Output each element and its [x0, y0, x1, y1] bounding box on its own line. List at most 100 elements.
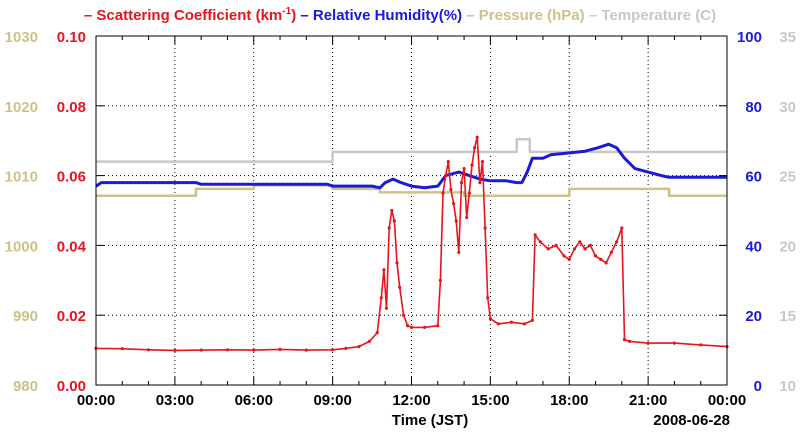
legend-label-scattering: Scattering Coefficient (km [96, 7, 282, 24]
pressure-axis-label: 1020 [5, 99, 38, 116]
scattering-point [478, 181, 482, 185]
rh-axis-label: 40 [745, 238, 762, 255]
x-tick-label: 15:00 [471, 392, 509, 409]
legend-swatch-pressure: – [462, 7, 479, 24]
scattering-axis-label: 0.04 [57, 238, 87, 255]
legend: – Scattering Coefficient (km-1) – Relati… [84, 6, 716, 24]
scattering-point [620, 226, 624, 230]
scattering-point [387, 226, 391, 230]
scattering-point [173, 348, 177, 352]
scattering-point [483, 226, 487, 230]
pressure-axis-label: 990 [13, 308, 38, 325]
legend-label-rh: Relative Humidity(%) [313, 7, 462, 24]
temperature-axis-label: 35 [779, 29, 796, 46]
grid [96, 36, 727, 385]
scattering-point [486, 296, 490, 300]
x-tick-label: 06:00 [235, 392, 273, 409]
scattering-point [523, 322, 527, 326]
series-line-temperature [96, 138, 727, 163]
x-tick-label: 00:00 [708, 392, 746, 409]
scattering-point [457, 250, 461, 254]
scattering-axis-label: 0.02 [57, 308, 86, 325]
scattering-point [567, 257, 571, 261]
scattering-point [375, 331, 379, 335]
scattering-point [225, 348, 230, 352]
scattering-axis-label: 0.08 [57, 99, 86, 116]
scattering-point [459, 181, 464, 185]
scattering-point [147, 348, 151, 352]
scattering-point [496, 322, 500, 326]
scattering-point [252, 348, 256, 352]
series-line-scattering [95, 136, 728, 352]
scattering-point [382, 268, 386, 272]
axes: 00:00 03:00 06:00 09:00 12:00 15:00 18:00 21:00… [5, 29, 796, 409]
x-tick-label: 09:00 [313, 392, 351, 409]
pressure-axis-label: 980 [13, 378, 38, 395]
scattering-point [454, 219, 458, 223]
x-tick-label: 00:00 [77, 392, 115, 409]
scattering-point [462, 167, 466, 171]
scattering-point [622, 338, 627, 342]
x-tick-label: 18:00 [550, 392, 588, 409]
scattering-point [475, 135, 479, 139]
scattering-point [395, 261, 399, 265]
series-layer [94, 135, 729, 352]
legend-text: – Scattering Coefficient (km-1) – Relati… [84, 6, 716, 24]
scattering-point [628, 339, 632, 343]
scattering-point [578, 240, 582, 244]
scattering-point [509, 320, 513, 324]
scattering-point [304, 348, 308, 352]
scattering-point [436, 324, 440, 328]
legend-swatch-scattering: – [84, 7, 97, 24]
scattering-point [672, 341, 677, 345]
scattering-point [199, 348, 203, 352]
scattering-axis-label: 0.00 [57, 378, 86, 395]
scattering-point [384, 306, 389, 310]
series-line-rh [95, 142, 727, 190]
temperature-axis-label: 15 [779, 308, 796, 325]
scattering-point [379, 296, 383, 300]
scattering-point [390, 208, 394, 213]
scattering-point [449, 188, 453, 192]
rh-axis-label: 100 [737, 29, 762, 46]
scattering-point [452, 201, 456, 206]
scattering-point [438, 278, 442, 282]
legend-swatch-temperature: – [585, 7, 602, 24]
pressure-axis-label: 1030 [5, 29, 38, 46]
scattering-point [467, 191, 471, 195]
rh-axis-label: 60 [745, 169, 762, 186]
x-tick-label: 12:00 [392, 392, 430, 409]
scattering-point [583, 247, 587, 251]
legend-label-tail: ) [291, 7, 296, 24]
scattering-point [470, 163, 474, 167]
scattering-point [465, 215, 469, 220]
scattering-point [441, 191, 445, 195]
scattering-point [398, 285, 402, 289]
temperature-axis-label: 10 [779, 378, 796, 395]
legend-label-temperature: Temperature (C) [601, 7, 716, 24]
scattering-point [392, 219, 396, 223]
x-tick-label: 03:00 [156, 392, 194, 409]
scattering-point [406, 324, 410, 328]
scattering-point [609, 250, 613, 254]
scattering-point [120, 347, 124, 351]
scattering-point [446, 160, 450, 164]
rh-axis-label: 20 [745, 308, 762, 325]
scattering-point [604, 261, 608, 265]
scattering-point [699, 343, 703, 347]
scattering-point [562, 254, 566, 258]
scattering-point [357, 345, 361, 349]
legend-label-pressure: Pressure (hPa) [479, 7, 585, 24]
scattering-point [480, 160, 485, 164]
rh-axis-label: 0 [754, 378, 762, 395]
temperature-axis-label: 25 [779, 169, 796, 186]
pressure-axis-label: 1000 [5, 238, 38, 255]
rh-axis-label: 80 [745, 99, 762, 116]
series-line-pressure [96, 184, 727, 198]
scattering-point [444, 174, 448, 178]
scattering-point [546, 247, 550, 251]
scattering-point [409, 325, 414, 329]
scattering-point [588, 243, 592, 247]
scattering-point [473, 146, 477, 150]
scattering-point [599, 257, 603, 261]
